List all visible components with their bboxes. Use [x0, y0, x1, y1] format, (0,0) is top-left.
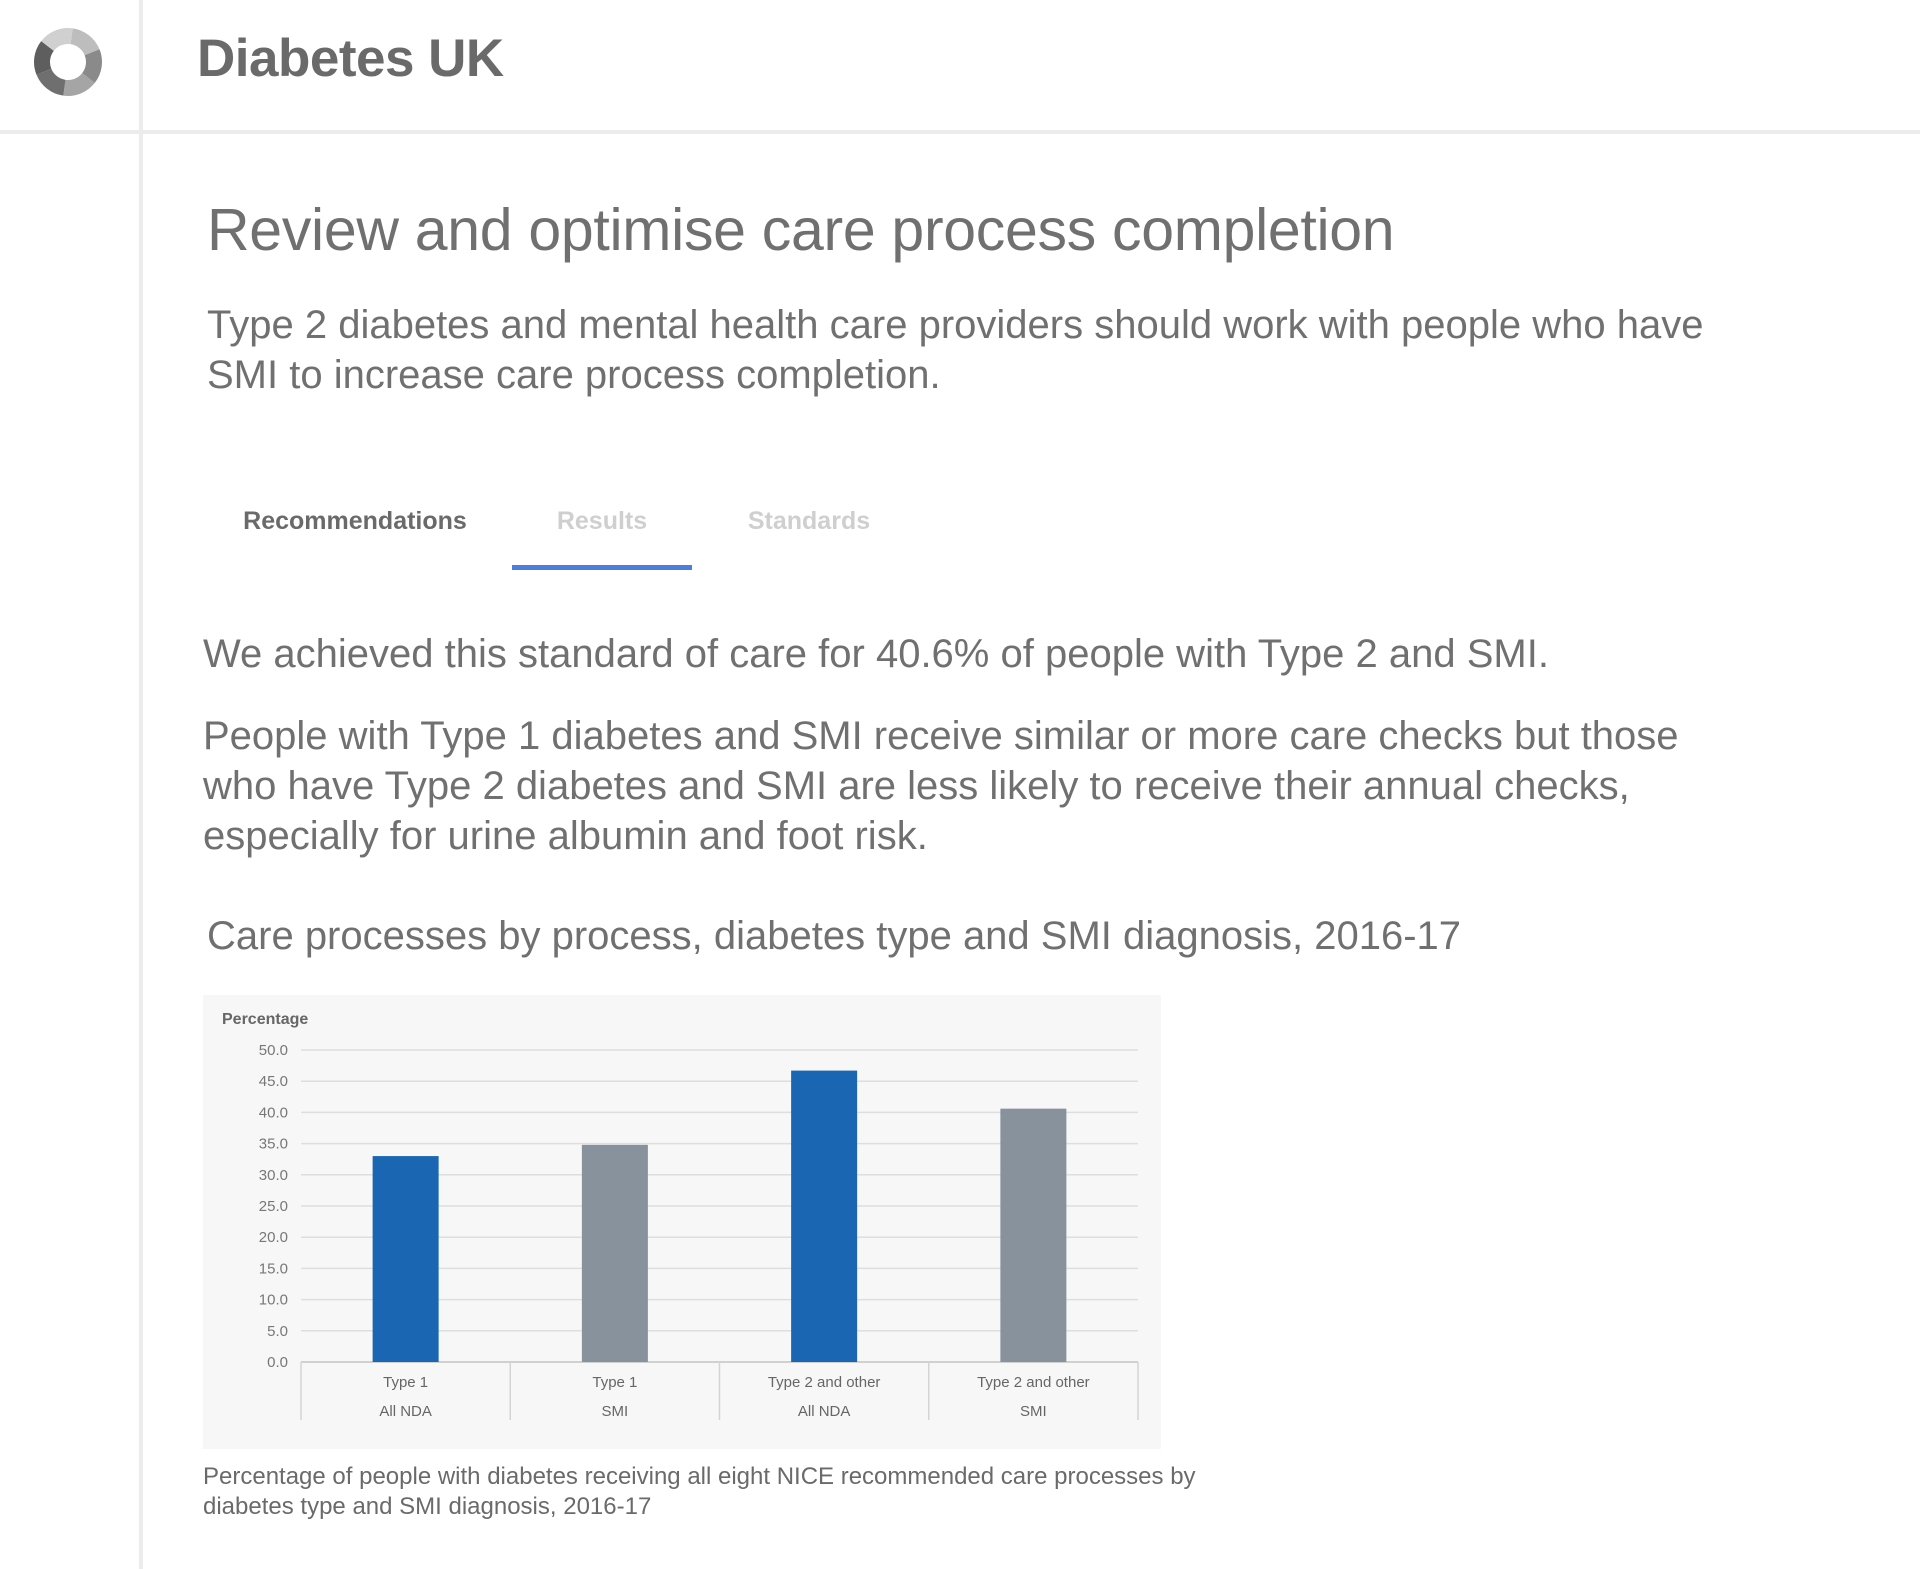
bar [791, 1070, 858, 1362]
page-title: Review and optimise care process complet… [207, 197, 1395, 263]
results-detail: People with Type 1 diabetes and SMI rece… [203, 714, 1679, 858]
x-category-label: Type 2 and other [977, 1374, 1090, 1391]
bar [581, 1144, 648, 1362]
results-summary: We achieved this standard of care for 40… [203, 632, 1549, 676]
bar-chart-svg: Percentage 0.0 5.0 10.0 15.0 20.0 25.0 30.0 35.0… [222, 1011, 1139, 1420]
y-tick-label: 35.0 [259, 1136, 288, 1153]
bar [1000, 1108, 1067, 1362]
y-tick-label: 5.0 [267, 1323, 288, 1340]
tab-bar: Recommendations Results Standards [207, 490, 907, 570]
x-category-label: Type 1 [592, 1374, 637, 1391]
bar-chart: Percentage 0.0 5.0 10.0 15.0 20.0 25.0 30.0 35.0… [203, 995, 1161, 1449]
y-tick-label: 20.0 [259, 1229, 288, 1246]
x-category-label: Type 1 [383, 1374, 428, 1391]
x-category-sublabel: SMI [1020, 1403, 1047, 1420]
tab-standards[interactable]: Standards [747, 507, 871, 535]
x-category-sublabel: All NDA [379, 1403, 432, 1420]
y-tick-label: 45.0 [259, 1073, 288, 1090]
app-header: Diabetes UK [0, 0, 1920, 134]
chart-caption: Percentage of people with diabetes recei… [203, 1463, 1196, 1520]
y-tick-label: 40.0 [259, 1104, 288, 1121]
y-tick-label: 15.0 [259, 1260, 288, 1277]
x-category-sublabel: All NDA [798, 1403, 851, 1420]
page-subtitle: Type 2 diabetes and mental health care p… [207, 303, 1704, 397]
chart-heading: Care processes by process, diabetes type… [207, 914, 1462, 958]
bar [372, 1156, 439, 1362]
y-tick-label: 10.0 [259, 1292, 288, 1309]
tab-results[interactable]: Results [512, 490, 692, 570]
y-axis-title: Percentage [222, 1011, 308, 1028]
y-tick-label: 50.0 [259, 1042, 288, 1059]
y-tick-label: 25.0 [259, 1198, 288, 1215]
y-tick-label: 30.0 [259, 1167, 288, 1184]
x-category-sublabel: SMI [602, 1403, 629, 1420]
logo-ring-icon[interactable] [30, 24, 106, 100]
y-tick-label: 0.0 [267, 1354, 288, 1371]
tab-recommendations[interactable]: Recommendations [243, 507, 467, 535]
sidebar-rail [139, 0, 143, 1569]
x-category-label: Type 2 and other [768, 1374, 881, 1391]
brand-name: Diabetes UK [197, 29, 504, 88]
